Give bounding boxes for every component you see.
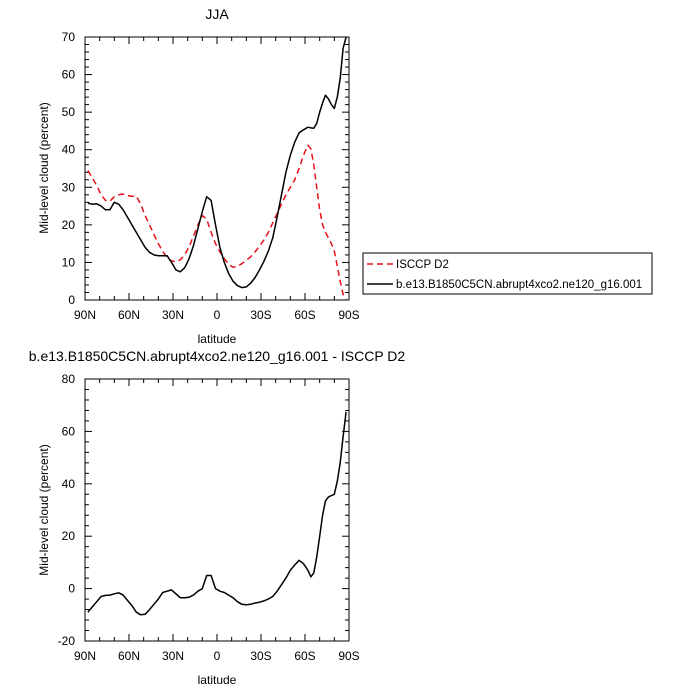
top-x-tick-label: 90N xyxy=(74,308,96,322)
bottom-y-tick-label: -20 xyxy=(58,634,76,648)
top-y-tick-label: 10 xyxy=(62,255,76,269)
bottom-plot-frame xyxy=(84,378,350,642)
top-y-tick-label: 0 xyxy=(68,293,75,307)
bottom-chart-x-axis-title: latitude xyxy=(198,673,237,687)
bottom-x-tick-label: 0 xyxy=(214,649,221,663)
bottom-x-tick-label: 30N xyxy=(162,649,184,663)
top-y-tick-label: 70 xyxy=(62,30,76,44)
top-series-line-2 xyxy=(87,36,347,289)
bottom-y-tick-label: 0 xyxy=(68,582,75,596)
top-y-tick-label: 50 xyxy=(62,105,76,119)
bottom-series-line-1 xyxy=(87,411,347,616)
bottom-y-tick-label: 40 xyxy=(62,477,76,491)
legend-label-model: b.e13.B1850C5CN.abrupt4xco2.ne120_g16.00… xyxy=(396,279,642,291)
bottom-x-tick-label: 30S xyxy=(250,649,271,663)
legend-frame xyxy=(362,252,653,295)
bottom-x-tick-label: 60N xyxy=(118,649,140,663)
bottom-chart-title: b.e13.B1850C5CN.abrupt4xco2.ne120_g16.00… xyxy=(29,348,406,364)
top-x-tick-label: 30N xyxy=(162,308,184,322)
top-x-tick-label: 60N xyxy=(118,308,140,322)
top-y-tick-label: 20 xyxy=(62,218,76,232)
top-x-tick-label: 60S xyxy=(294,308,315,322)
top-chart-title: JJA xyxy=(205,6,229,22)
top-series-line-1 xyxy=(87,144,347,300)
top-y-tick-label: 40 xyxy=(62,143,76,157)
bottom-x-tick-label: 90S xyxy=(338,649,359,663)
top-y-tick-label: 30 xyxy=(62,180,76,194)
top-chart: 0 10 20 30 40 50 60 70 90N 60N 30N 0 30S 60S 90S xyxy=(62,30,360,322)
bottom-x-tick-label: 90N xyxy=(74,649,96,663)
top-x-tick-label: 30S xyxy=(250,308,271,322)
plots-layer: 0 10 20 30 40 50 60 70 90N 60N 30N 0 30S 60S 90S -20 0 20… xyxy=(58,30,360,663)
top-plot-frame xyxy=(84,36,350,301)
bottom-y-tick-label: 20 xyxy=(62,529,76,543)
bottom-chart: -20 0 20 40 60 80 90N 60N 30N 0 30S 60S 90S xyxy=(58,372,360,663)
bottom-y-tick-label: 60 xyxy=(62,424,76,438)
bottom-chart-y-axis-title: Mid-level cloud (percent) xyxy=(37,444,51,575)
top-chart-x-axis-title: latitude xyxy=(198,332,237,346)
legend: ISCCP D2 b.e13.B1850C5CN.abrupt4xco2.ne1… xyxy=(362,252,653,295)
bottom-y-tick-label: 80 xyxy=(62,372,76,386)
bottom-x-tick-label: 60S xyxy=(294,649,315,663)
top-x-tick-label: 0 xyxy=(214,308,221,322)
top-y-tick-label: 60 xyxy=(62,68,76,82)
legend-label-isccp: ISCCP D2 xyxy=(396,259,449,271)
top-x-tick-label: 90S xyxy=(338,308,359,322)
top-chart-y-axis-title: Mid-level cloud (percent) xyxy=(37,102,51,233)
